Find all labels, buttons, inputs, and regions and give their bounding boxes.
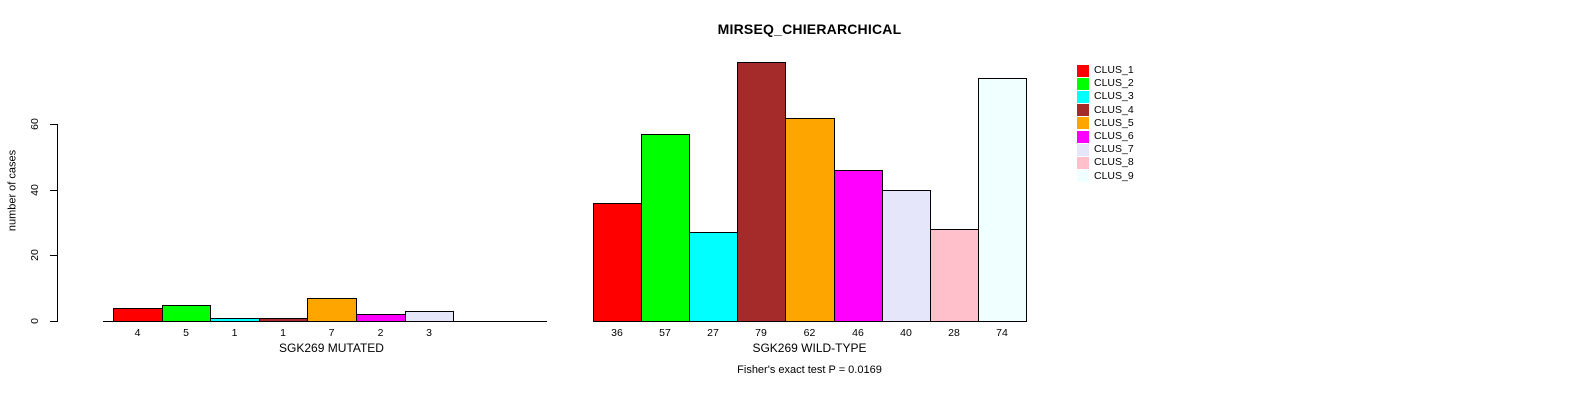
legend-label: CLUS_8 bbox=[1094, 156, 1134, 169]
bar-CLUS_5 bbox=[307, 298, 357, 322]
legend-label: CLUS_5 bbox=[1094, 116, 1134, 129]
legend-swatch-CLUS_8 bbox=[1077, 156, 1089, 169]
bar-value-label: 79 bbox=[755, 327, 767, 339]
bar-CLUS_9 bbox=[978, 78, 1027, 322]
legend-swatch-CLUS_5 bbox=[1077, 117, 1089, 130]
legend-item-CLUS_1: CLUS_1 bbox=[1077, 64, 1134, 77]
x-axis-label-wildtype: SGK269 WILD-TYPE bbox=[752, 341, 867, 355]
y-tick-label: 20 bbox=[29, 249, 41, 261]
legend-label: CLUS_9 bbox=[1094, 169, 1134, 182]
bar-value-label: 40 bbox=[900, 327, 912, 339]
legend-item-CLUS_8: CLUS_8 bbox=[1077, 156, 1134, 169]
legend-label: CLUS_2 bbox=[1094, 77, 1134, 90]
legend-swatch-CLUS_7 bbox=[1077, 143, 1089, 156]
legend-label: CLUS_4 bbox=[1094, 103, 1134, 116]
legend-label: CLUS_3 bbox=[1094, 90, 1134, 103]
bar-CLUS_7 bbox=[882, 190, 931, 322]
bar-value-label: 74 bbox=[996, 327, 1008, 339]
bar-CLUS_5 bbox=[785, 118, 835, 322]
y-tick-mark bbox=[50, 321, 57, 322]
y-tick-mark bbox=[50, 255, 57, 256]
y-tick-label: 0 bbox=[29, 318, 41, 324]
bar-CLUS_1 bbox=[113, 308, 163, 322]
x-axis-label-mutated: SGK269 MUTATED bbox=[279, 341, 384, 355]
legend-swatch-CLUS_2 bbox=[1077, 77, 1089, 90]
legend-swatch-CLUS_4 bbox=[1077, 104, 1089, 117]
y-tick-label: 60 bbox=[29, 118, 41, 130]
legend-item-CLUS_5: CLUS_5 bbox=[1077, 117, 1134, 130]
bar-CLUS_3 bbox=[689, 232, 738, 322]
legend-swatch-CLUS_3 bbox=[1077, 90, 1089, 103]
bar-value-label: 62 bbox=[803, 327, 816, 339]
bar-value-label: 7 bbox=[328, 327, 335, 339]
bar-CLUS_2 bbox=[162, 305, 211, 322]
legend-label: CLUS_1 bbox=[1094, 64, 1134, 76]
bar-CLUS_8 bbox=[930, 229, 979, 322]
legend-item-CLUS_2: CLUS_2 bbox=[1077, 77, 1134, 90]
chart-title: MIRSEQ_CHIERARCHICAL bbox=[717, 21, 902, 37]
bar-CLUS_6 bbox=[834, 170, 883, 322]
bar-CLUS_4 bbox=[259, 318, 308, 322]
bar-CLUS_6 bbox=[356, 314, 406, 322]
bar-value-label: 2 bbox=[377, 327, 384, 339]
y-tick-mark bbox=[50, 124, 57, 125]
legend-item-CLUS_4: CLUS_4 bbox=[1077, 104, 1134, 117]
bar-value-label: 4 bbox=[134, 327, 141, 339]
legend-label: CLUS_7 bbox=[1094, 143, 1134, 156]
y-tick-mark bbox=[50, 190, 57, 191]
legend-swatch-CLUS_9 bbox=[1077, 170, 1089, 183]
fisher-test-note: Fisher's exact test P = 0.0169 bbox=[737, 364, 882, 376]
legend-swatch-CLUS_6 bbox=[1077, 130, 1089, 143]
y-axis-line bbox=[57, 124, 58, 322]
bar-value-label: 27 bbox=[707, 327, 719, 339]
bar-value-label: 57 bbox=[659, 327, 671, 339]
legend-swatch-CLUS_1 bbox=[1077, 64, 1089, 77]
bar-CLUS_2 bbox=[641, 134, 690, 322]
bar-value-label: 46 bbox=[852, 327, 864, 339]
bar-value-label: 1 bbox=[280, 327, 286, 339]
bar-value-label: 3 bbox=[426, 327, 432, 339]
y-tick-label: 40 bbox=[29, 184, 41, 196]
legend-item-CLUS_3: CLUS_3 bbox=[1077, 90, 1134, 103]
bar-CLUS_3 bbox=[210, 318, 260, 322]
bar-CLUS_7 bbox=[405, 311, 454, 322]
legend-item-CLUS_6: CLUS_6 bbox=[1077, 130, 1134, 143]
bar-value-label: 1 bbox=[231, 327, 238, 339]
bar-CLUS_1 bbox=[593, 203, 642, 322]
y-axis-label: number of cases bbox=[6, 149, 19, 232]
bar-value-label: 5 bbox=[183, 327, 189, 339]
bar-value-label: 36 bbox=[611, 327, 623, 339]
legend-label: CLUS_6 bbox=[1094, 130, 1134, 142]
bar-CLUS_4 bbox=[737, 62, 786, 322]
legend-item-CLUS_7: CLUS_7 bbox=[1077, 143, 1134, 156]
legend-item-CLUS_9: CLUS_9 bbox=[1077, 170, 1134, 183]
bar-value-label: 28 bbox=[948, 327, 960, 339]
